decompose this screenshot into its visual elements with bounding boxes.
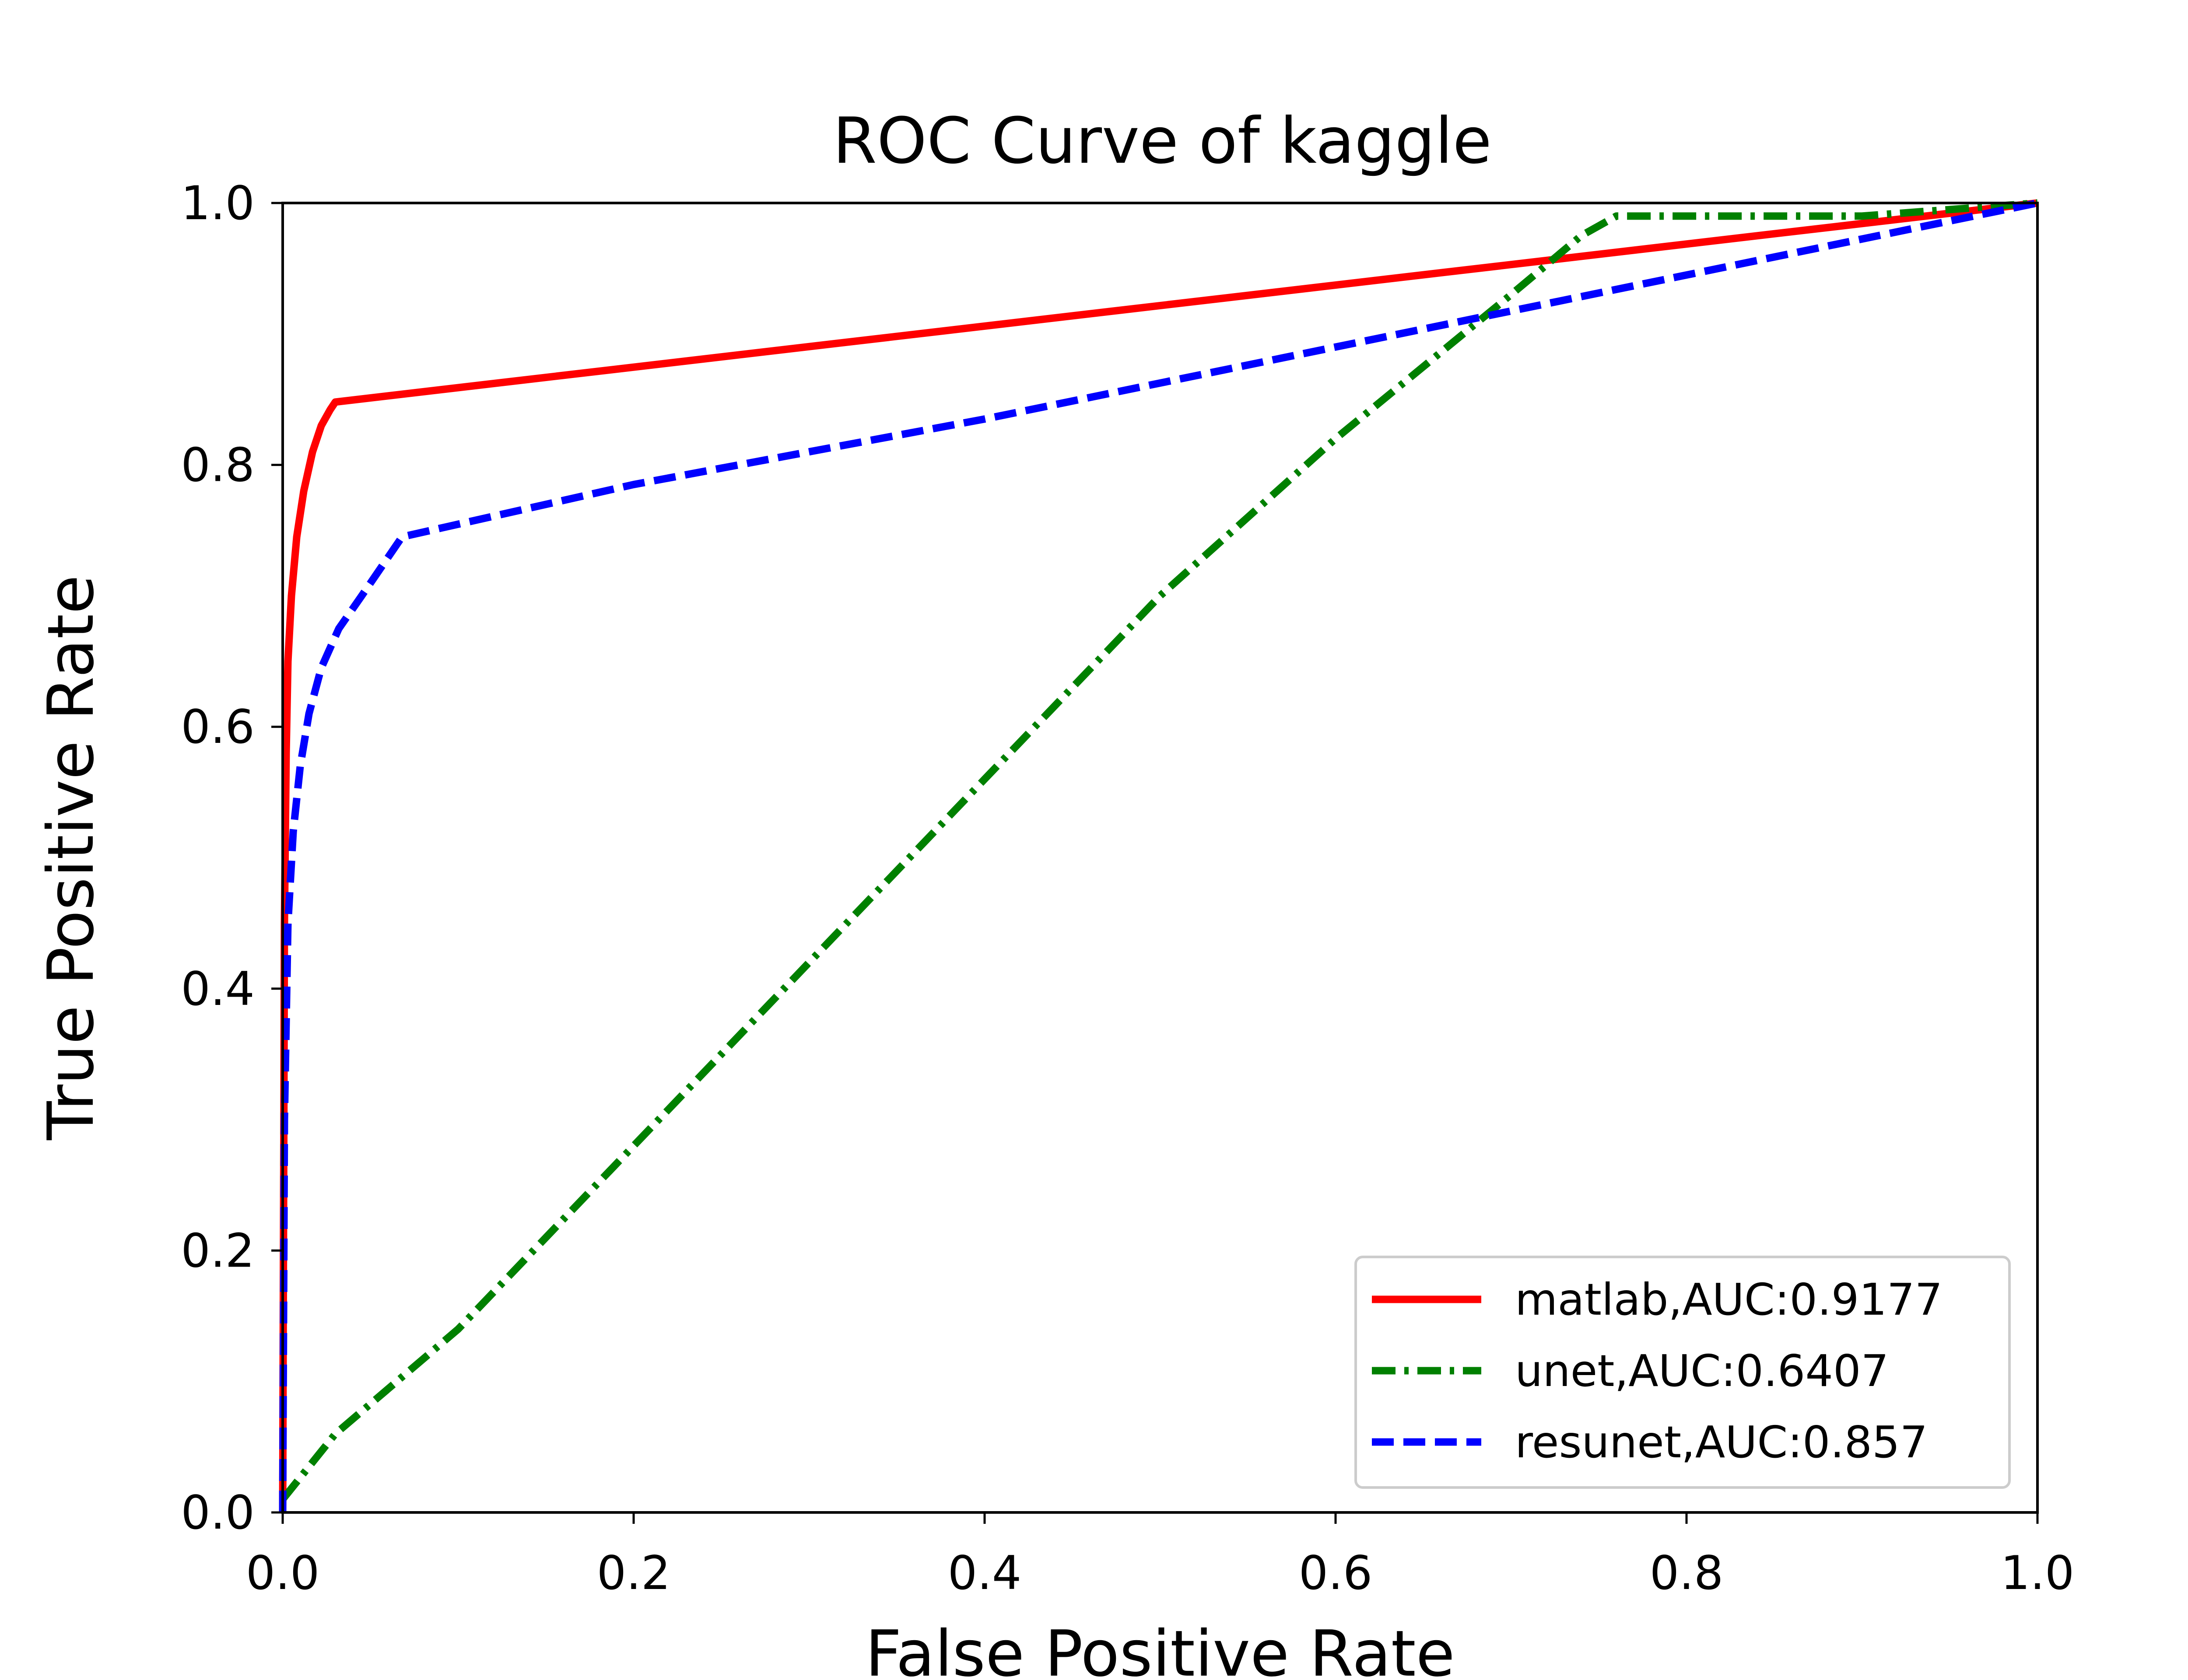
legend-label-2: unet,AUC:0.6407 bbox=[1515, 1345, 1889, 1396]
x-tick-label: 0.0 bbox=[246, 1546, 320, 1600]
series-line-1 bbox=[279, 199, 2038, 1513]
plot-frame bbox=[281, 202, 2039, 1514]
x-axis: 0.0 0.2 0.4 0.6 0.8 1.0 bbox=[246, 1512, 2075, 1600]
series-line-2 bbox=[280, 199, 2038, 1502]
x-axis-label: False Positive Rate bbox=[865, 1617, 1455, 1680]
chart-title: ROC Curve of kaggle bbox=[833, 104, 1492, 178]
x-tick-label: 0.4 bbox=[948, 1546, 1022, 1600]
legend-box bbox=[1354, 1256, 2011, 1489]
x-tick-label: 0.6 bbox=[1299, 1546, 1373, 1600]
y-tick-label: 0.2 bbox=[181, 1224, 255, 1278]
y-tick-label: 0.0 bbox=[181, 1486, 255, 1540]
legend: matlab,AUC:0.9177 unet,AUC:0.6407 resunet,… bbox=[1354, 1256, 2011, 1489]
x-tick-label: 0.2 bbox=[597, 1546, 671, 1600]
y-tick-label: 1.0 bbox=[181, 176, 255, 230]
y-axis: 0.0 0.2 0.4 0.6 0.8 1.0 bbox=[181, 176, 283, 1540]
series-line-3 bbox=[279, 199, 2038, 1513]
y-tick-label: 0.4 bbox=[181, 962, 255, 1016]
y-tick-label: 0.8 bbox=[181, 438, 255, 492]
x-tick-label: 0.8 bbox=[1650, 1546, 1724, 1600]
y-axis-label: True Positive Rate bbox=[34, 575, 108, 1141]
x-tick-label: 1.0 bbox=[2001, 1546, 2075, 1600]
y-tick-label: 0.6 bbox=[181, 700, 255, 754]
series-layer bbox=[279, 199, 2038, 1513]
legend-label-3: resunet,AUC:0.857 bbox=[1515, 1417, 1928, 1468]
legend-label-1: matlab,AUC:0.9177 bbox=[1515, 1274, 1943, 1325]
